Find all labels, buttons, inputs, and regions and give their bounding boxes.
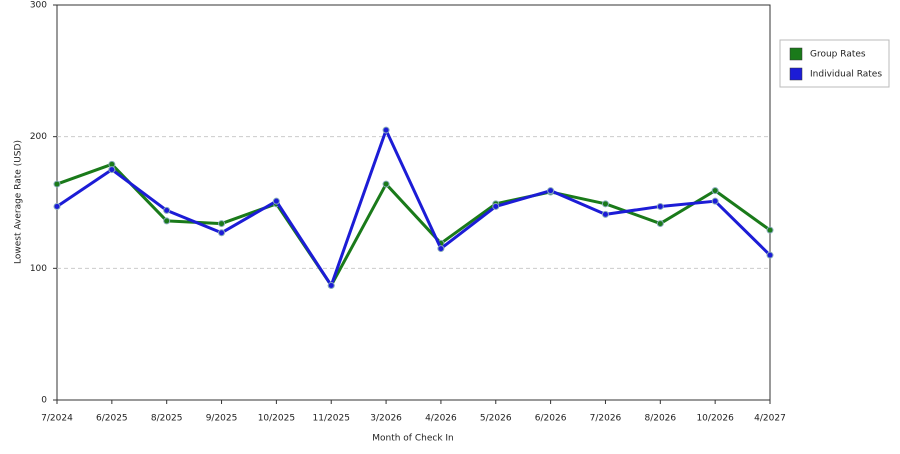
data-point bbox=[272, 197, 280, 205]
data-point bbox=[53, 180, 61, 188]
series-line bbox=[56, 162, 771, 287]
data-point bbox=[108, 166, 116, 174]
data-point bbox=[382, 126, 390, 134]
x-tick-label: 7/2026 bbox=[590, 414, 622, 424]
data-point bbox=[656, 202, 664, 210]
x-tick-label: 10/2026 bbox=[696, 414, 734, 424]
data-point bbox=[382, 180, 390, 188]
x-tick-label: 10/2025 bbox=[258, 414, 295, 424]
y-tick-label: 200 bbox=[30, 132, 47, 142]
x-tick-label: 8/2026 bbox=[644, 414, 676, 424]
data-point bbox=[218, 229, 226, 237]
data-point bbox=[437, 245, 445, 253]
x-tick-label: 9/2025 bbox=[206, 414, 238, 424]
x-tick-label: 7/2024 bbox=[41, 414, 73, 424]
legend-label: Individual Rates bbox=[810, 70, 882, 80]
data-point bbox=[656, 220, 664, 228]
x-tick-label: 4/2026 bbox=[425, 414, 457, 424]
data-point bbox=[327, 281, 335, 289]
legend-label: Group Rates bbox=[810, 50, 866, 60]
data-point bbox=[766, 251, 774, 259]
data-point bbox=[601, 210, 609, 218]
y-tick-label: 100 bbox=[30, 264, 47, 274]
data-point bbox=[711, 197, 719, 205]
y-tick-label: 300 bbox=[30, 1, 47, 11]
y-axis-label: Lowest Average Rate (USD) bbox=[14, 140, 24, 264]
data-point bbox=[163, 217, 171, 225]
series-line bbox=[56, 128, 772, 287]
data-point bbox=[547, 187, 555, 195]
legend-swatch bbox=[789, 47, 803, 61]
data-point bbox=[218, 220, 226, 228]
data-point bbox=[163, 206, 171, 214]
data-point bbox=[711, 187, 719, 195]
x-tick-label: 4/2027 bbox=[754, 414, 786, 424]
x-tick-label: 3/2026 bbox=[370, 414, 402, 424]
x-axis-label: Month of Check In bbox=[372, 434, 454, 444]
legend-swatch bbox=[789, 67, 803, 81]
x-tick-label: 6/2025 bbox=[96, 414, 128, 424]
x-tick-label: 6/2026 bbox=[535, 414, 567, 424]
x-tick-label: 5/2026 bbox=[480, 414, 512, 424]
x-tick-label: 8/2025 bbox=[151, 414, 183, 424]
data-point bbox=[766, 226, 774, 234]
plot-frame bbox=[56, 4, 771, 401]
data-point bbox=[601, 200, 609, 208]
data-point bbox=[492, 202, 500, 210]
y-tick-label: 0 bbox=[41, 396, 47, 406]
x-tick-label: 11/2025 bbox=[313, 414, 350, 424]
data-point bbox=[53, 202, 61, 210]
